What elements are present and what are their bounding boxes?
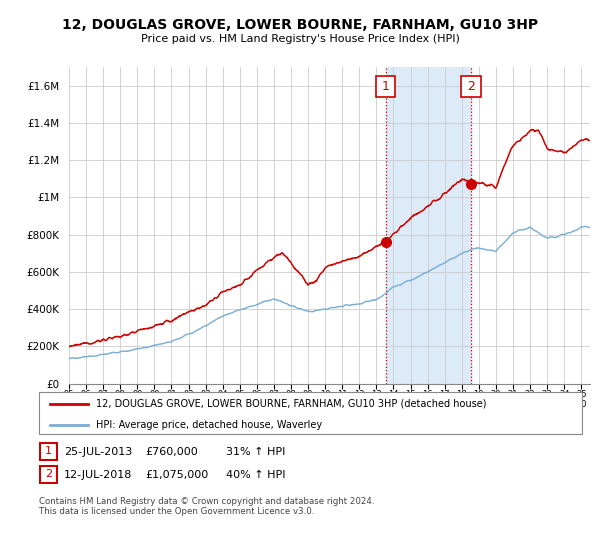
FancyBboxPatch shape	[39, 392, 582, 434]
FancyBboxPatch shape	[461, 76, 481, 97]
Text: Price paid vs. HM Land Registry's House Price Index (HPI): Price paid vs. HM Land Registry's House …	[140, 34, 460, 44]
Text: 31% ↑ HPI: 31% ↑ HPI	[226, 447, 286, 457]
Text: 1: 1	[382, 80, 389, 93]
Text: Contains HM Land Registry data © Crown copyright and database right 2024.
This d: Contains HM Land Registry data © Crown c…	[39, 497, 374, 516]
Text: 40% ↑ HPI: 40% ↑ HPI	[226, 470, 286, 480]
Text: 25-JUL-2013: 25-JUL-2013	[64, 447, 133, 457]
Text: 12, DOUGLAS GROVE, LOWER BOURNE, FARNHAM, GU10 3HP: 12, DOUGLAS GROVE, LOWER BOURNE, FARNHAM…	[62, 18, 538, 32]
Text: 2: 2	[467, 80, 475, 93]
FancyBboxPatch shape	[376, 76, 395, 97]
Text: 12-JUL-2018: 12-JUL-2018	[64, 470, 133, 480]
FancyBboxPatch shape	[40, 465, 57, 483]
Text: 2: 2	[45, 469, 52, 479]
FancyBboxPatch shape	[40, 442, 57, 460]
Text: £760,000: £760,000	[145, 447, 198, 457]
Text: £1,075,000: £1,075,000	[145, 470, 208, 480]
Text: HPI: Average price, detached house, Waverley: HPI: Average price, detached house, Wave…	[96, 420, 322, 430]
Text: 1: 1	[45, 446, 52, 456]
Text: 12, DOUGLAS GROVE, LOWER BOURNE, FARNHAM, GU10 3HP (detached house): 12, DOUGLAS GROVE, LOWER BOURNE, FARNHAM…	[96, 399, 487, 409]
Bar	[386, 67, 471, 384]
